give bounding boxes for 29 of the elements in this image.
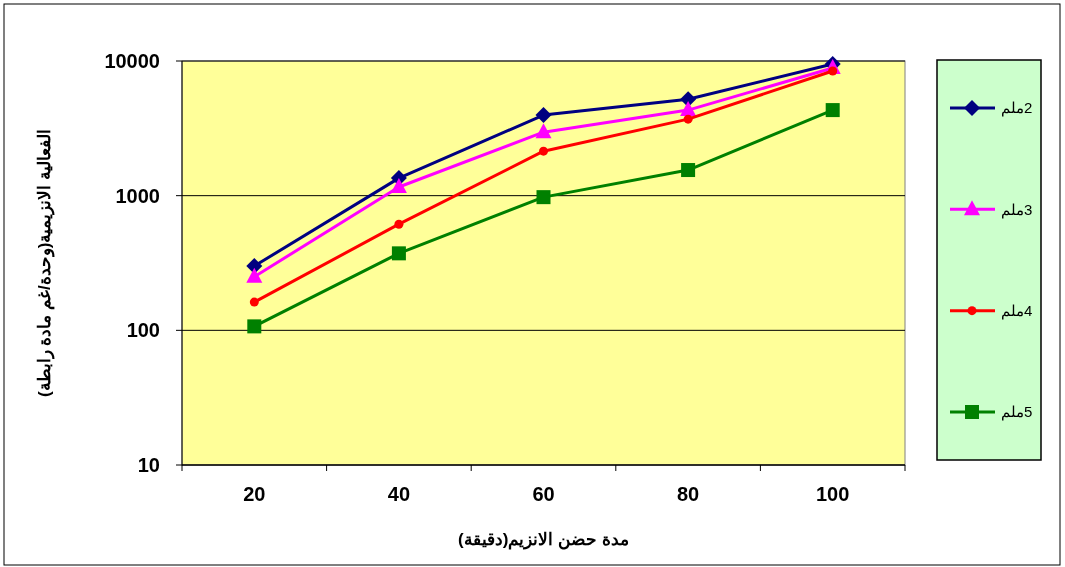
point (683, 114, 693, 124)
point (391, 246, 406, 261)
point (681, 163, 696, 178)
point (539, 146, 548, 156)
legend-label: 4ملم (1001, 301, 1033, 320)
y-axis-title: الفعالية الانزيمية(وحدة/غم مادة رابطة) (35, 128, 55, 398)
point (825, 103, 840, 118)
point (390, 177, 407, 193)
point (535, 123, 552, 139)
y-tick-label: 10000 (104, 50, 160, 72)
x-tick-label: 20 (243, 483, 266, 505)
y-tick-label: 10 (137, 454, 160, 476)
point (535, 107, 552, 124)
legend-label: 2ملم (1001, 99, 1033, 118)
x-tick-label: 100 (816, 483, 850, 505)
x-tick-label: 60 (532, 483, 555, 505)
x-tick-label: 80 (676, 483, 700, 505)
point (536, 190, 551, 205)
point (246, 267, 263, 283)
point (394, 219, 404, 229)
legend-label: 3ملم (1001, 200, 1033, 219)
x-tick-label: 40 (387, 483, 411, 505)
y-tick-label: 100 (126, 319, 160, 342)
x-axis-title: مدة حضن الانزيم(دقيقة) (458, 530, 629, 550)
y-tick-label: 1000 (115, 184, 160, 207)
legend-label: 5ملم (1001, 403, 1033, 422)
point (249, 297, 259, 307)
point (680, 101, 697, 117)
point (247, 319, 262, 334)
